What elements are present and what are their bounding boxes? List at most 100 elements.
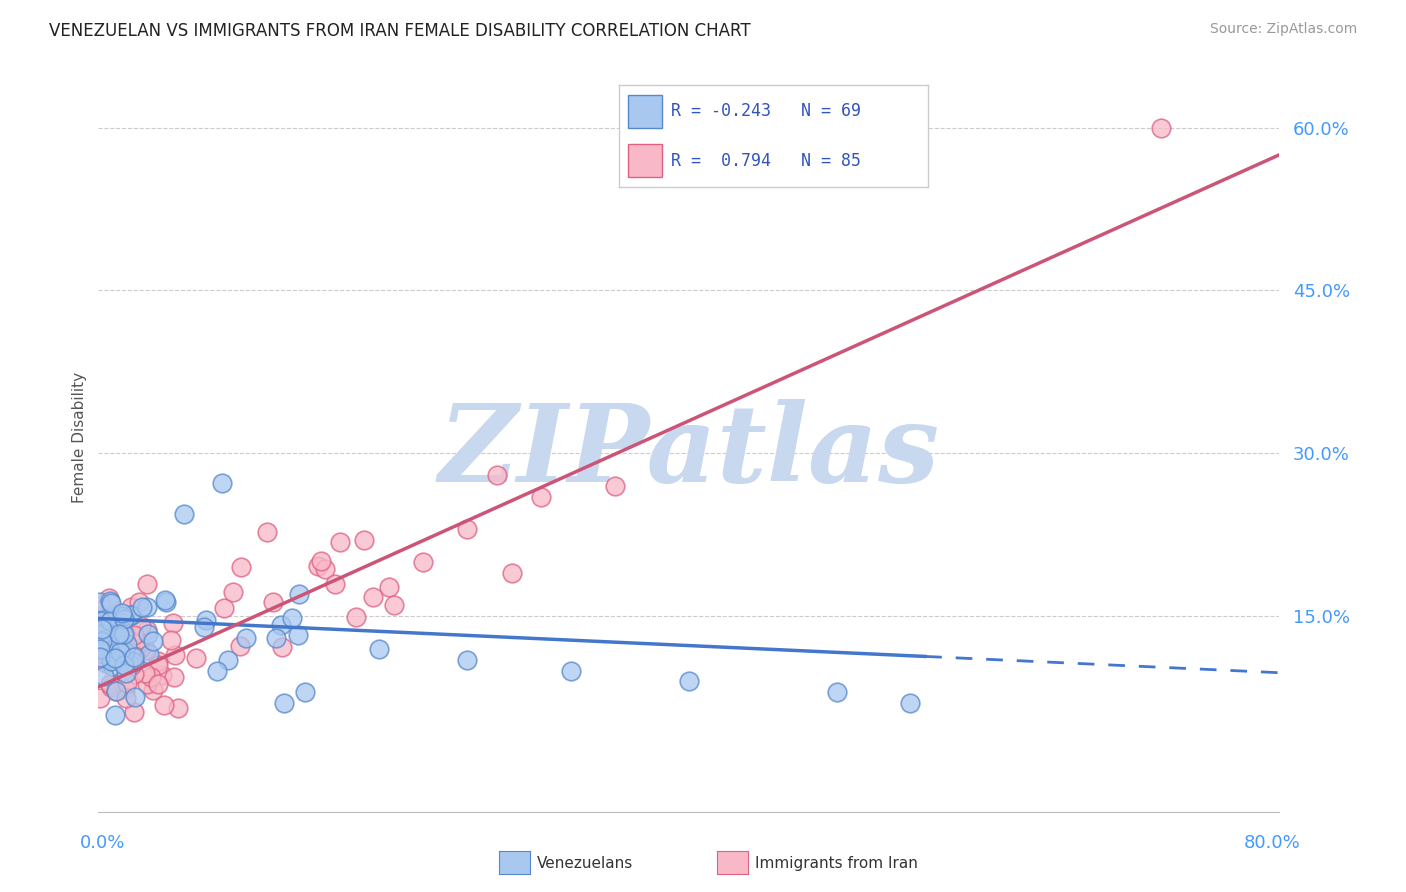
Point xyxy=(105,684,128,698)
Point xyxy=(155,595,177,609)
Point xyxy=(111,625,134,640)
Text: 0.0%: 0.0% xyxy=(80,834,125,852)
Bar xyxy=(628,145,662,177)
Point xyxy=(101,659,124,673)
Point xyxy=(146,654,169,668)
Point xyxy=(138,647,160,661)
Point xyxy=(193,620,215,634)
Point xyxy=(100,680,122,694)
Point xyxy=(111,646,134,660)
Point xyxy=(104,639,127,653)
Point xyxy=(111,626,134,640)
Point xyxy=(98,614,121,628)
Point xyxy=(135,576,157,591)
Point xyxy=(98,676,121,690)
Point xyxy=(163,648,186,662)
Point xyxy=(111,609,134,624)
Text: Immigrants from Iran: Immigrants from Iran xyxy=(755,856,918,871)
Point xyxy=(311,554,333,568)
Point xyxy=(270,618,292,632)
Point xyxy=(129,642,152,657)
Point xyxy=(93,669,115,683)
Point xyxy=(94,656,117,670)
Point xyxy=(101,611,124,625)
Point xyxy=(121,607,143,622)
Point xyxy=(122,655,145,669)
Point xyxy=(93,602,115,616)
Point xyxy=(108,677,131,691)
Point xyxy=(91,641,114,656)
Point xyxy=(288,587,311,601)
Point xyxy=(162,615,184,630)
Point xyxy=(136,623,159,637)
Point xyxy=(412,555,434,569)
Text: Source: ZipAtlas.com: Source: ZipAtlas.com xyxy=(1209,22,1357,37)
Point xyxy=(89,594,111,608)
Point xyxy=(124,690,146,705)
Point xyxy=(287,628,309,642)
Point xyxy=(825,685,848,699)
Point xyxy=(194,613,217,627)
Point xyxy=(231,559,253,574)
Point xyxy=(457,653,479,667)
Point xyxy=(114,681,136,696)
Point xyxy=(120,599,142,614)
Point xyxy=(501,566,523,580)
Point xyxy=(104,650,127,665)
Text: R = -0.243   N = 69: R = -0.243 N = 69 xyxy=(671,102,862,120)
Point xyxy=(122,667,145,681)
Point xyxy=(122,650,145,665)
Point xyxy=(294,685,316,699)
Point xyxy=(264,631,287,645)
Point xyxy=(114,630,136,644)
Point xyxy=(131,619,153,633)
Point xyxy=(112,658,135,673)
Point xyxy=(212,601,235,615)
Point xyxy=(112,611,135,625)
Point xyxy=(120,657,142,671)
Point xyxy=(100,649,122,664)
Point xyxy=(134,665,156,680)
Point xyxy=(148,677,170,691)
Point xyxy=(146,658,169,673)
Y-axis label: Female Disability: Female Disability xyxy=(72,371,87,503)
Point xyxy=(457,522,479,536)
Point xyxy=(104,707,127,722)
Point xyxy=(173,507,195,521)
Point xyxy=(382,599,405,613)
Point xyxy=(124,648,146,663)
Point xyxy=(94,607,117,621)
Point xyxy=(104,641,127,656)
Point xyxy=(128,595,150,609)
Point xyxy=(96,610,118,624)
Point xyxy=(153,593,176,607)
Point xyxy=(111,606,134,620)
Point xyxy=(110,644,132,658)
Point xyxy=(115,637,138,651)
Point xyxy=(100,613,122,627)
Point xyxy=(98,591,121,605)
Point xyxy=(115,666,138,681)
Point xyxy=(307,559,329,574)
Point xyxy=(314,562,336,576)
Point xyxy=(91,642,114,657)
Point xyxy=(98,625,121,640)
Point xyxy=(112,626,135,640)
Point xyxy=(152,698,174,712)
Point xyxy=(100,596,122,610)
Point xyxy=(900,696,922,710)
Point xyxy=(89,650,111,665)
Text: 80.0%: 80.0% xyxy=(1244,834,1301,852)
Point xyxy=(90,634,112,648)
Point xyxy=(105,627,128,641)
Point xyxy=(94,615,117,630)
Point xyxy=(118,656,141,670)
Point xyxy=(98,594,121,608)
Point xyxy=(136,627,159,641)
Point xyxy=(530,490,553,504)
Point xyxy=(678,674,700,689)
Point xyxy=(90,618,112,632)
Point xyxy=(211,475,233,490)
Point xyxy=(159,632,181,647)
Point xyxy=(256,524,278,539)
